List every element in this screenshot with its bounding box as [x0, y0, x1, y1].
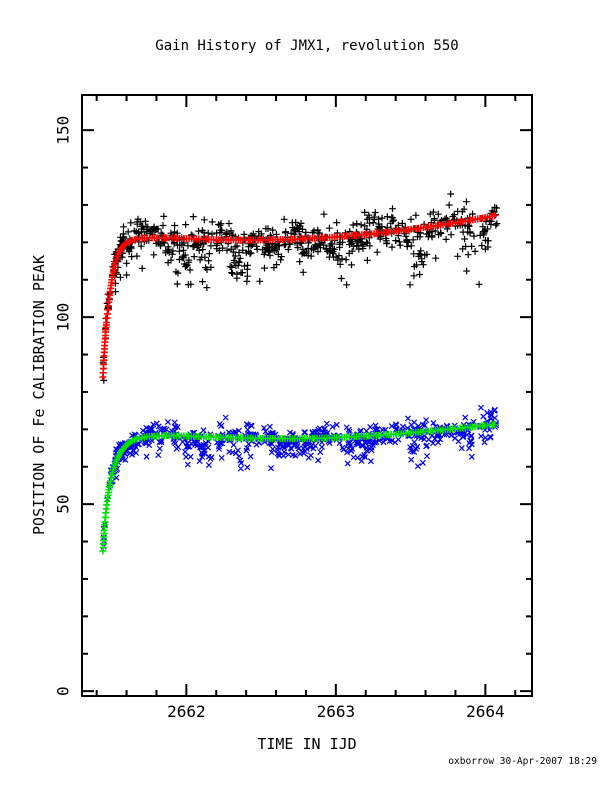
x-tick-label: 2664: [466, 702, 505, 721]
y-axis-label: POSITION OF Fe CALIBRATION PEAK: [30, 255, 48, 535]
upper-peak-fit-curve: [99, 212, 499, 381]
axes-frame-layer: 2662 2663 2664 0 50 100 150: [54, 94, 533, 721]
y-tick-label: 100: [54, 303, 73, 332]
x-tick-label: 2663: [317, 702, 356, 721]
scatter-points-layer: [99, 190, 501, 550]
x-axis-label: TIME IN IJD: [257, 735, 356, 753]
plot-annotation: oxborrow 30-Apr-2007 18:29: [448, 756, 597, 767]
y-tick-label: 150: [54, 116, 73, 145]
x-tick-label: 2662: [167, 702, 206, 721]
y-tick-label: 0: [54, 686, 73, 696]
fit-curves-layer: [99, 212, 499, 555]
upper-peak-measurements-markers: [99, 190, 501, 384]
plot-frame: [81, 94, 533, 697]
chart-title: Gain History of JMX1, revolution 550: [155, 38, 458, 54]
y-tick-label: 50: [54, 495, 73, 514]
lower-peak-fit-curve: [99, 421, 499, 555]
lower-peak-measurements-markers: [100, 404, 500, 550]
